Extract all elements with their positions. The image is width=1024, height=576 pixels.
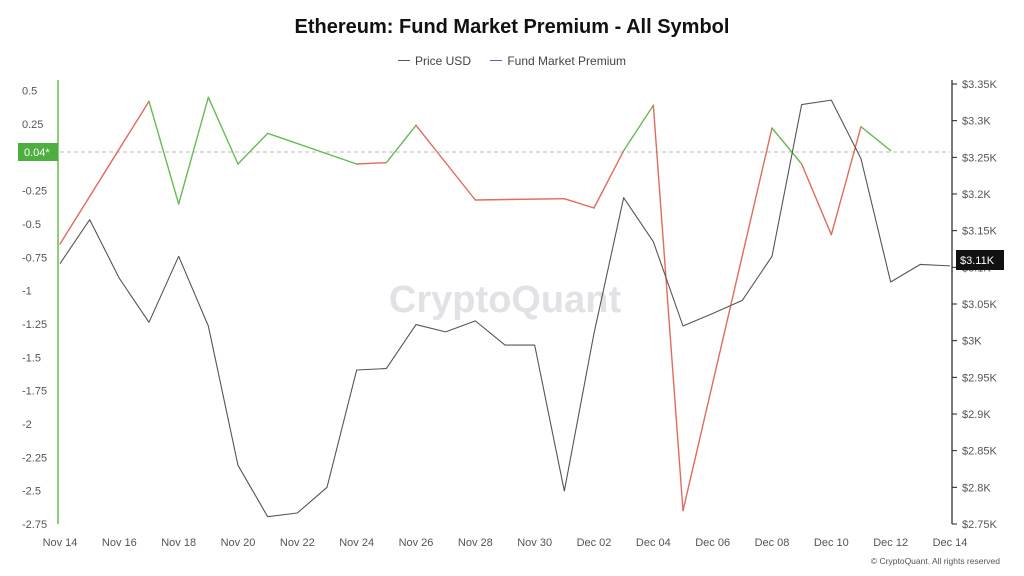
axis-labels-layer: 0.5 0.25 -0.25 -0.5 -0.75 -1 -1.25 -1.5 -1.75 -2 -… <box>18 79 1004 549</box>
y-left-tick-label: -2.25 <box>22 452 47 464</box>
current-price-badge <box>956 250 1004 270</box>
premium-segment <box>415 124 477 201</box>
y-left-tick-label: -0.5 <box>22 219 41 231</box>
x-tick-label: Dec 10 <box>814 537 849 549</box>
y-right-tick-label: $3.3K <box>962 116 991 128</box>
x-tick-label: Nov 20 <box>221 537 256 549</box>
y-right-tick-label: $3.15K <box>962 226 998 238</box>
premium-segment <box>355 161 388 165</box>
legend-swatch-premium <box>490 60 503 61</box>
y-right-tick-label: $2.95K <box>962 372 998 384</box>
x-tick-label: Dec 12 <box>873 537 908 549</box>
y-right-tick-label: $3.25K <box>962 152 998 164</box>
premium-segment <box>207 96 239 165</box>
premium-segment <box>563 197 595 209</box>
y-right-tick-label: $2.85K <box>962 446 998 458</box>
x-tick-label: Dec 14 <box>933 537 968 549</box>
y-left-tick-label: -2 <box>22 419 32 431</box>
y-left-tick-label: -1 <box>22 286 32 298</box>
x-tick-label: Nov 24 <box>339 537 374 549</box>
premium-segment <box>59 100 150 245</box>
premium-segment <box>593 149 625 209</box>
premium-segment <box>682 127 773 512</box>
copyright-notice: © CryptoQuant. All rights reserved <box>870 556 1000 566</box>
y-left-tick-label: -2.5 <box>22 486 41 498</box>
y-left-tick-label: -1.75 <box>22 386 47 398</box>
x-tick-label: Nov 30 <box>517 537 552 549</box>
y-left-tick-label: -2.75 <box>22 519 47 531</box>
current-price-label: $3.11K <box>960 255 995 267</box>
legend-swatch-price <box>397 60 410 61</box>
premium-segment <box>652 104 684 512</box>
y-left-tick-label: 0.5 <box>22 86 37 98</box>
x-tick-label: Nov 16 <box>102 537 137 549</box>
y-left-tick-label: -0.25 <box>22 186 47 198</box>
y-left-tick-label: -1.5 <box>22 352 41 364</box>
x-tick-label: Dec 08 <box>755 537 790 549</box>
legend-item-price[interactable]: Price USD <box>397 53 471 68</box>
premium-segment <box>177 96 210 205</box>
x-tick-label: Nov 18 <box>161 537 196 549</box>
y-right-tick-label: $3.2K <box>962 189 991 201</box>
chart-title: Ethereum: Fund Market Premium - All Symb… <box>294 16 730 38</box>
premium-segment <box>800 163 833 236</box>
x-tick-label: Nov 26 <box>399 537 434 549</box>
x-tick-label: Nov 22 <box>280 537 315 549</box>
watermark: CryptoQuant <box>389 279 622 321</box>
x-tick-label: Dec 02 <box>577 537 612 549</box>
y-left-tick-label: -1.25 <box>22 319 47 331</box>
price-line <box>59 99 951 518</box>
y-right-tick-label: $2.8K <box>962 482 991 494</box>
x-tick-label: Dec 04 <box>636 537 671 549</box>
y-right-tick-label: $2.75K <box>962 519 998 531</box>
premium-segment <box>237 132 269 165</box>
premium-segment <box>622 104 655 152</box>
premium-segment <box>860 125 892 152</box>
legend-item-premium[interactable]: Fund Market Premium <box>490 54 626 68</box>
x-tick-label: Nov 28 <box>458 537 493 549</box>
current-premium-label: 0.04* <box>24 147 50 159</box>
y-left-tick-label: -0.75 <box>22 252 47 264</box>
premium-segment <box>830 125 862 236</box>
current-premium-badge <box>18 143 58 161</box>
y-right-tick-label: $3K <box>962 336 982 348</box>
premium-segment <box>474 197 566 201</box>
y-right-tick-label: $2.9K <box>962 409 991 421</box>
x-tick-label: Nov 14 <box>43 537 78 549</box>
legend-label-premium: Fund Market Premium <box>507 53 627 68</box>
legend-label-price: Price USD <box>414 53 471 68</box>
y-right-tick-label: $3.05K <box>962 299 998 311</box>
y-left-tick-label: 0.25 <box>22 119 43 131</box>
premium-segment <box>148 100 180 205</box>
premium-segment <box>385 124 417 164</box>
x-tick-label: Dec 06 <box>695 537 730 549</box>
y-right-tick-label: $3.35K <box>962 79 998 91</box>
premium-segment <box>771 127 803 165</box>
premium-segment <box>266 132 358 165</box>
series-layer <box>59 96 951 518</box>
chart-legend: Price USD Fund Market Premium <box>0 50 1024 68</box>
